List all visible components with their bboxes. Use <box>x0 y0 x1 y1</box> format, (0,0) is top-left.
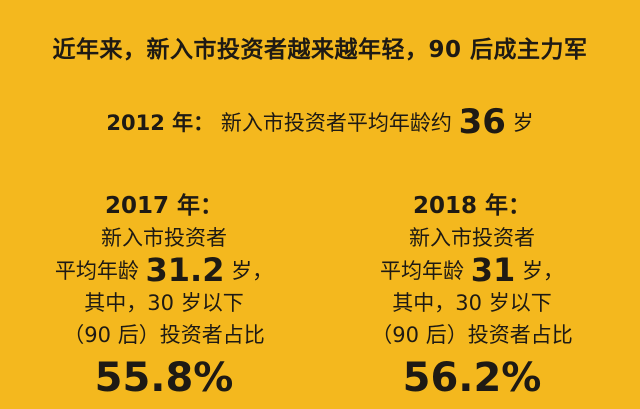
unit: 岁 <box>512 111 534 135</box>
title: 近年来，新入市投资者越来越年轻，90 后成主力军 <box>52 37 588 63</box>
column-2018: 2018 年： 新入市投资者平均年龄 31 岁， 其中，30 岁以下 （90 后）投资… <box>322 190 622 403</box>
text: 新入市投资者平均年龄约 <box>220 111 452 135</box>
age-row: 平均年龄 31 岁， <box>322 254 622 287</box>
line: （90 后）投资者占比 <box>63 323 265 347</box>
age: 31 <box>470 251 516 289</box>
year: 2018 年： <box>412 193 532 219</box>
share: 55.8% <box>94 355 234 401</box>
line: （90 后）投资者占比 <box>371 323 573 347</box>
line: 其中，30 岁以下 <box>84 291 244 315</box>
unit: 岁， <box>521 259 564 283</box>
unit: 岁， <box>231 259 274 283</box>
line: 新入市投资者 <box>409 226 535 250</box>
share: 56.2% <box>402 355 542 401</box>
age: 36 <box>458 102 506 142</box>
line: 新入市投资者 <box>101 226 227 250</box>
age: 31.2 <box>145 251 225 289</box>
year: 2017 年： <box>104 193 224 219</box>
line: 其中，30 岁以下 <box>392 291 552 315</box>
summary-2012: 2012 年： 新入市投资者平均年龄约 36 岁 <box>0 102 640 142</box>
column-2017: 2017 年： 新入市投资者平均年龄 31.2 岁， 其中，30 岁以下 （90 后）… <box>14 190 314 403</box>
age-row: 平均年龄 31.2 岁， <box>14 254 314 287</box>
age-label: 平均年龄 <box>380 259 465 283</box>
year: 2012 年： <box>106 111 215 135</box>
age-label: 平均年龄 <box>54 259 139 283</box>
